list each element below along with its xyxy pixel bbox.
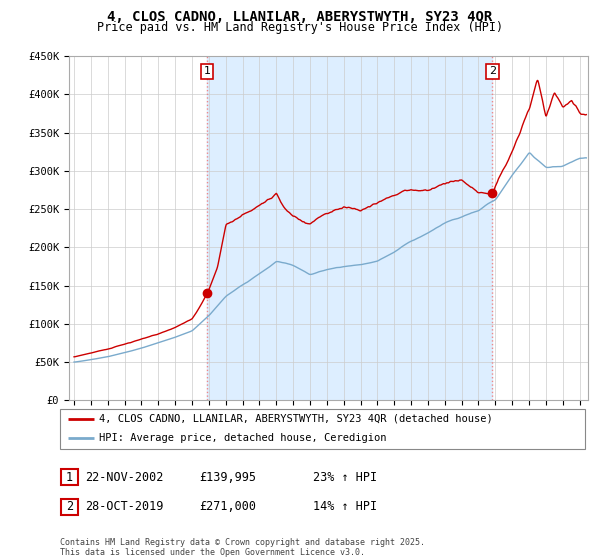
Text: 4, CLOS CADNO, LLANILAR, ABERYSTWYTH, SY23 4QR: 4, CLOS CADNO, LLANILAR, ABERYSTWYTH, SY… bbox=[107, 10, 493, 24]
Text: Price paid vs. HM Land Registry's House Price Index (HPI): Price paid vs. HM Land Registry's House … bbox=[97, 21, 503, 34]
Text: 2: 2 bbox=[489, 66, 496, 76]
Text: 22-NOV-2002: 22-NOV-2002 bbox=[85, 470, 164, 484]
Text: 4, CLOS CADNO, LLANILAR, ABERYSTWYTH, SY23 4QR (detached house): 4, CLOS CADNO, LLANILAR, ABERYSTWYTH, SY… bbox=[100, 414, 493, 424]
Text: £139,995: £139,995 bbox=[199, 470, 256, 484]
FancyBboxPatch shape bbox=[61, 499, 78, 515]
Text: Contains HM Land Registry data © Crown copyright and database right 2025.
This d: Contains HM Land Registry data © Crown c… bbox=[60, 538, 425, 557]
FancyBboxPatch shape bbox=[61, 469, 78, 485]
Text: £271,000: £271,000 bbox=[199, 500, 256, 514]
Text: 2: 2 bbox=[66, 500, 73, 514]
Text: HPI: Average price, detached house, Ceredigion: HPI: Average price, detached house, Cere… bbox=[100, 433, 387, 443]
Text: 28-OCT-2019: 28-OCT-2019 bbox=[85, 500, 164, 514]
FancyBboxPatch shape bbox=[60, 409, 585, 449]
Text: 14% ↑ HPI: 14% ↑ HPI bbox=[313, 500, 377, 514]
Text: 23% ↑ HPI: 23% ↑ HPI bbox=[313, 470, 377, 484]
Text: 1: 1 bbox=[203, 66, 211, 76]
Bar bbox=[207, 56, 493, 400]
Text: 1: 1 bbox=[66, 470, 73, 484]
